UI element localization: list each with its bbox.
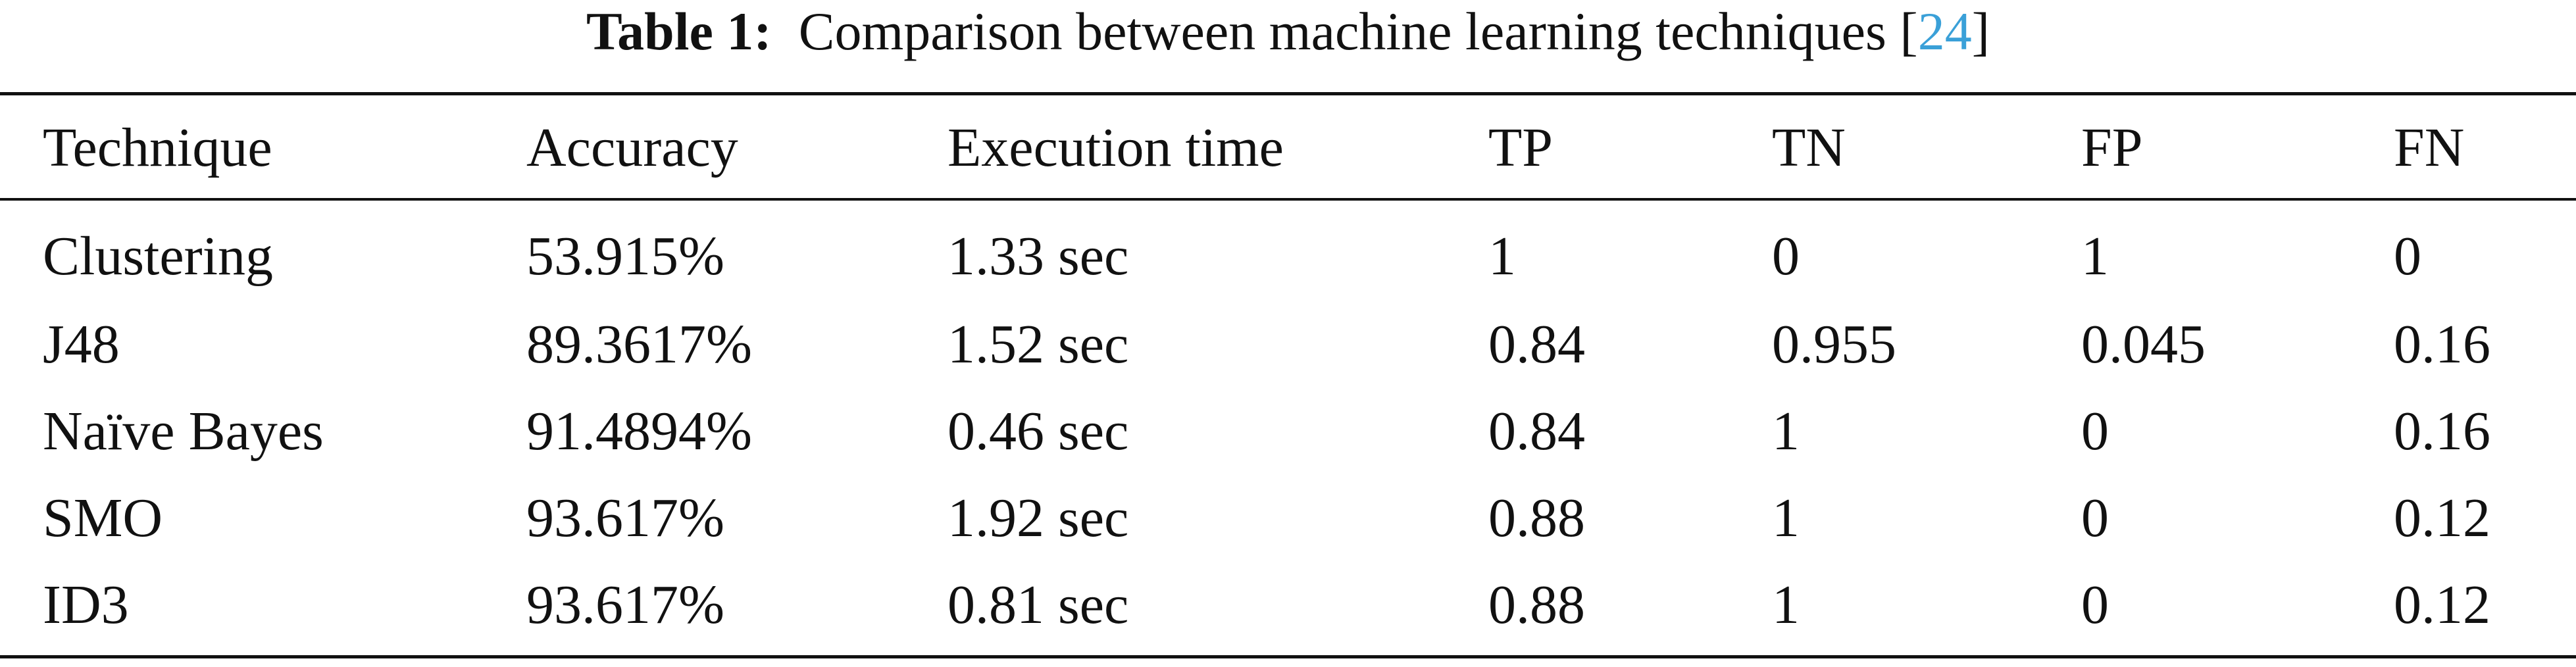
table-cell-tp: 0.88 bbox=[1488, 574, 1585, 635]
table-cell-accuracy: 93.617% bbox=[526, 487, 724, 549]
column-header-accuracy: Accuracy bbox=[526, 117, 738, 178]
column-header-tp: TP bbox=[1488, 117, 1553, 178]
table-cell-tn: 0 bbox=[1772, 226, 1800, 287]
table-cell-fp: 1 bbox=[2081, 226, 2109, 287]
citation-link[interactable]: 24 bbox=[1917, 1, 1972, 61]
table-cell-fp: 0.045 bbox=[2081, 314, 2206, 375]
table-cell-execution-time: 0.81 sec bbox=[947, 574, 1129, 635]
table-cell-fp: 0 bbox=[2081, 487, 2109, 549]
table-cell-fn: 0.12 bbox=[2394, 574, 2490, 635]
table-cell-accuracy: 89.3617% bbox=[526, 314, 752, 375]
table-cell-execution-time: 1.33 sec bbox=[947, 226, 1129, 287]
table-cell-tp: 1 bbox=[1488, 226, 1516, 287]
table-cell-tp: 0.84 bbox=[1488, 314, 1585, 375]
column-header-tn: TN bbox=[1772, 117, 1846, 178]
table-cell-technique: SMO bbox=[43, 487, 163, 549]
table-cell-fp: 0 bbox=[2081, 401, 2109, 462]
table-cell-fn: 0.16 bbox=[2394, 314, 2490, 375]
top-rule bbox=[0, 92, 2576, 95]
table-cell-technique: ID3 bbox=[43, 574, 129, 635]
table-cell-technique: Clustering bbox=[43, 226, 273, 287]
table-cell-fp: 0 bbox=[2081, 574, 2109, 635]
column-header-fp: FP bbox=[2081, 117, 2143, 178]
table-cell-tn: 1 bbox=[1772, 574, 1800, 635]
table-cell-technique: J48 bbox=[43, 314, 120, 375]
table-caption: Table 1: Comparison between machine lear… bbox=[0, 0, 2576, 78]
table-cell-execution-time: 1.52 sec bbox=[947, 314, 1129, 375]
header-rule bbox=[0, 198, 2576, 201]
table-cell-tn: 1 bbox=[1772, 401, 1800, 462]
column-header-fn: FN bbox=[2394, 117, 2465, 178]
bottom-rule bbox=[0, 655, 2576, 658]
table-cell-fn: 0.16 bbox=[2394, 401, 2490, 462]
table-cell-fn: 0 bbox=[2394, 226, 2421, 287]
table-cell-accuracy: 53.915% bbox=[526, 226, 724, 287]
column-header-technique: Technique bbox=[43, 117, 272, 178]
column-header-execution-time: Execution time bbox=[947, 117, 1284, 178]
table-cell-execution-time: 1.92 sec bbox=[947, 487, 1129, 549]
table-cell-technique: Naïve Bayes bbox=[43, 401, 324, 462]
table-cell-fn: 0.12 bbox=[2394, 487, 2490, 549]
table-label: Table 1: bbox=[586, 1, 772, 61]
table-cell-execution-time: 0.46 sec bbox=[947, 401, 1129, 462]
table-cell-tn: 0.955 bbox=[1772, 314, 1896, 375]
caption-suffix: ] bbox=[1971, 1, 1990, 61]
caption-text: Comparison between machine learning tech… bbox=[798, 1, 1918, 61]
table-cell-accuracy: 91.4894% bbox=[526, 401, 752, 462]
table-cell-tn: 1 bbox=[1772, 487, 1800, 549]
table-cell-tp: 0.84 bbox=[1488, 401, 1585, 462]
table-cell-accuracy: 93.617% bbox=[526, 574, 724, 635]
table-cell-tp: 0.88 bbox=[1488, 487, 1585, 549]
